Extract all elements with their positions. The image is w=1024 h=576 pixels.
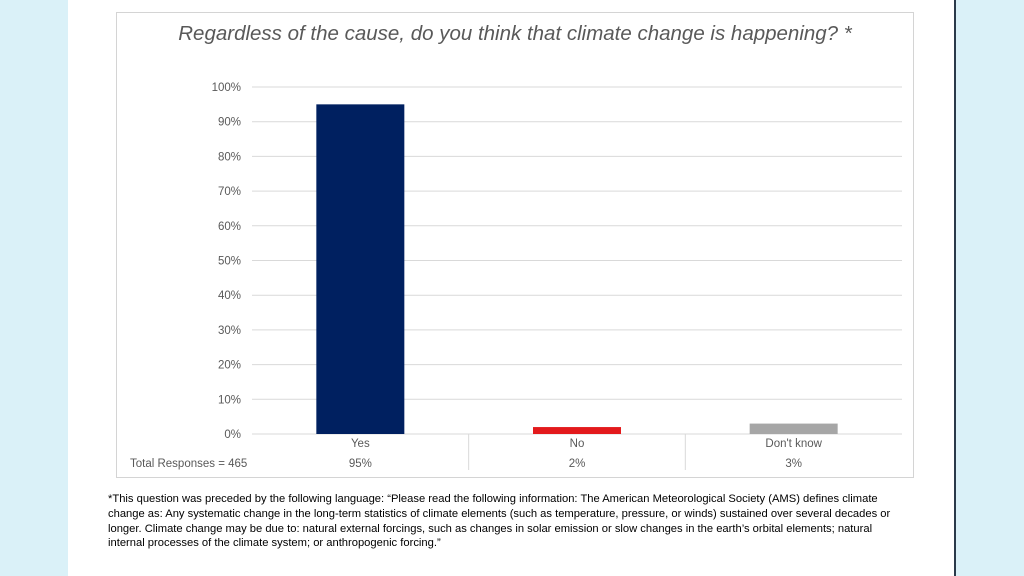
y-tick-label: 50%: [218, 256, 241, 268]
data-table-value: 3%: [785, 458, 802, 470]
y-tick-label: 30%: [218, 325, 241, 337]
y-tick-label: 70%: [218, 186, 241, 198]
y-tick-label: 60%: [218, 221, 241, 233]
y-tick-label: 100%: [212, 82, 241, 94]
x-category-label: Don't know: [765, 438, 822, 450]
chart-title: Regardless of the cause, do you think th…: [178, 22, 852, 45]
y-tick-label: 90%: [218, 117, 241, 129]
data-table-value: 95%: [349, 458, 372, 470]
y-tick-label: 10%: [218, 394, 241, 406]
bar: [749, 423, 838, 434]
x-category-label: No: [570, 438, 585, 450]
bar: [533, 427, 621, 434]
data-table-value: 2%: [569, 458, 586, 470]
y-tick-label: 20%: [218, 360, 241, 372]
x-category-label: Yes: [351, 438, 370, 450]
data-table-row-label: Total Responses = 465: [130, 458, 247, 470]
bar: [316, 104, 405, 434]
y-tick-label: 80%: [218, 151, 241, 163]
chart-frame: [116, 12, 914, 478]
y-tick-label: 0%: [224, 429, 241, 441]
y-tick-label: 40%: [218, 290, 241, 302]
footnote: *This question was preceded by the follo…: [108, 493, 891, 550]
